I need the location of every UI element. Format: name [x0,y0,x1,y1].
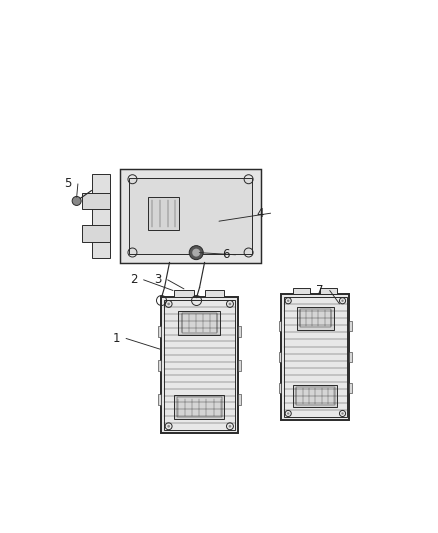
Text: 7: 7 [316,284,324,297]
Bar [296,387,335,405]
Bar [161,297,237,433]
Circle shape [287,412,290,415]
Bar [297,307,334,329]
Circle shape [229,425,231,427]
Bar [174,395,224,419]
Circle shape [341,412,344,415]
Circle shape [229,303,231,305]
Polygon shape [82,192,110,209]
Bar [350,321,352,331]
Text: 6: 6 [222,248,230,261]
Bar [182,313,217,333]
Bar [279,352,281,362]
Bar [279,383,281,393]
Bar [281,294,350,420]
Text: 3: 3 [154,273,161,286]
Circle shape [72,197,81,205]
Bar [178,311,220,335]
Bar [237,326,241,336]
Text: 5: 5 [64,177,71,190]
Circle shape [287,300,290,302]
Bar [177,398,222,417]
Bar [237,360,241,370]
Bar [321,288,337,294]
Bar [350,352,352,362]
Bar [158,326,161,336]
Bar [284,297,346,417]
Bar [281,294,350,420]
Bar [205,290,224,297]
Bar [161,297,237,433]
Bar [293,288,310,294]
Bar [158,394,161,405]
Bar [148,197,179,230]
Circle shape [167,303,170,305]
Polygon shape [92,174,110,257]
Bar [120,169,261,263]
Bar [120,169,261,263]
Bar [158,360,161,370]
Bar [237,394,241,405]
Bar [174,290,194,297]
Bar [164,300,235,430]
Bar [293,385,337,407]
Bar [279,321,281,331]
Text: 1: 1 [112,332,120,345]
Circle shape [192,248,200,257]
Bar [350,383,352,393]
Polygon shape [82,225,110,242]
Text: 2: 2 [130,273,138,286]
Text: 4: 4 [257,207,265,220]
Circle shape [189,246,203,260]
Circle shape [167,425,170,427]
Circle shape [341,300,344,302]
Bar [300,309,331,327]
Bar [129,177,252,254]
